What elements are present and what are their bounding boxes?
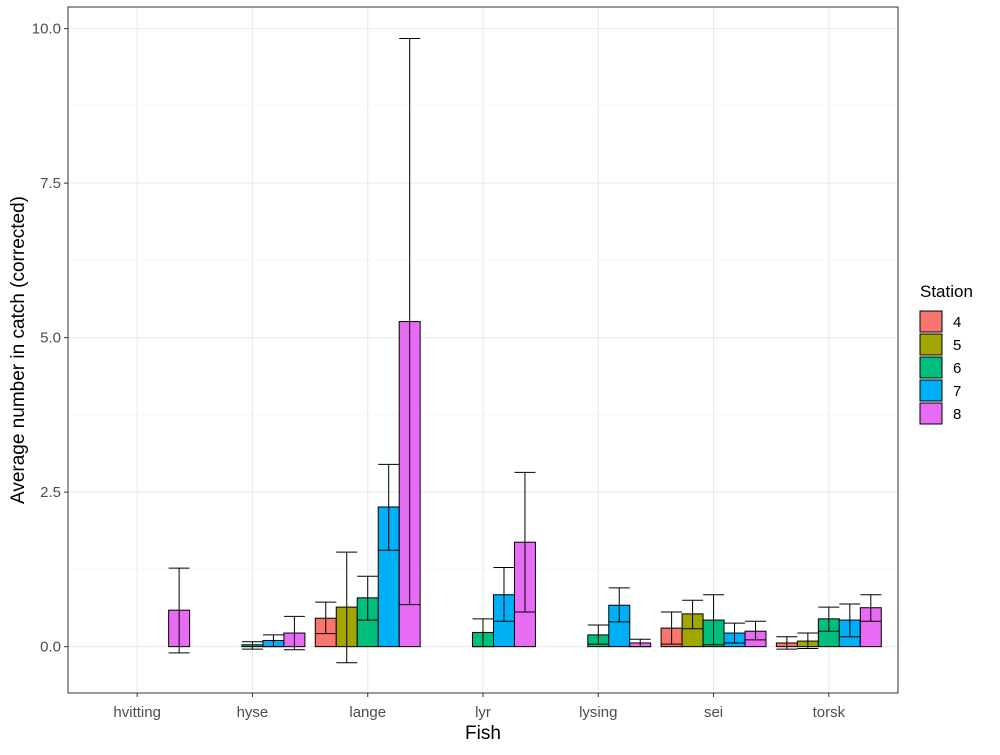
legend-label: 6 [953, 360, 961, 377]
x-tick-label: hvitting [113, 704, 161, 721]
legend-label: 7 [953, 383, 961, 400]
x-tick-label: lysing [579, 704, 617, 721]
x-tick-label: lyr [475, 704, 491, 721]
y-tick-label: 7.5 [40, 175, 61, 192]
legend: Station 4 5 6 7 8 [919, 282, 973, 425]
x-axis: hvitting hyse lange lyr lysing sei torsk [113, 693, 846, 721]
y-tick-label: 5.0 [40, 330, 61, 347]
x-tick-label: lange [349, 704, 386, 721]
y-axis-label: Average number in catch (corrected) [8, 196, 29, 504]
x-axis-label: Fish [465, 723, 501, 744]
y-tick-label: 10.0 [32, 21, 61, 38]
legend-key-5 [919, 333, 943, 356]
x-tick-label: hyse [237, 704, 269, 721]
legend-key-7 [919, 379, 943, 402]
legend-label: 8 [953, 406, 961, 423]
legend-label: 5 [953, 337, 961, 354]
y-axis: 0.0 2.5 5.0 7.5 10.0 [32, 21, 68, 656]
legend-title: Station [920, 282, 973, 301]
legend-key-6 [919, 356, 943, 379]
legend-key-8 [919, 402, 943, 425]
y-tick-label: 0.0 [40, 639, 61, 656]
x-tick-label: sei [704, 704, 723, 721]
bars [168, 38, 882, 664]
y-tick-label: 2.5 [40, 484, 61, 501]
x-tick-label: torsk [813, 704, 846, 721]
legend-label: 4 [953, 314, 961, 331]
legend-key-4 [919, 310, 943, 333]
grid [68, 7, 898, 693]
